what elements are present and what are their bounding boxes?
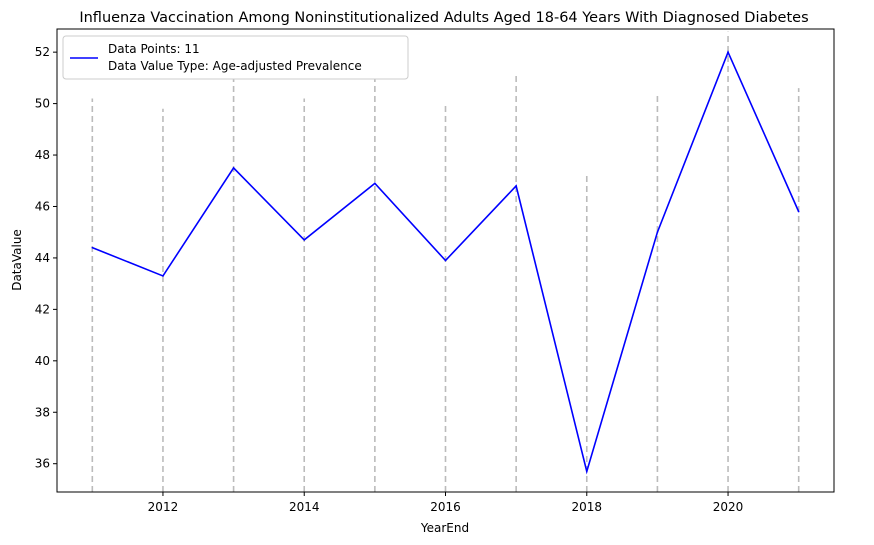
legend: Data Points: 11 Data Value Type: Age-adj… bbox=[62, 35, 409, 80]
data-point bbox=[515, 185, 517, 187]
y-tick-label: 40 bbox=[35, 354, 50, 368]
legend-entry-points: Data Points: 11 bbox=[108, 42, 200, 56]
data-point bbox=[232, 167, 235, 169]
y-axis-label: DataValue bbox=[10, 229, 24, 291]
data-point bbox=[444, 259, 447, 262]
error-bars bbox=[91, 31, 800, 492]
data-point bbox=[91, 246, 94, 249]
data-point bbox=[374, 182, 376, 185]
x-tick-label: 2018 bbox=[571, 500, 602, 514]
x-tick-label: 2014 bbox=[289, 500, 320, 514]
x-tick-label: 2020 bbox=[713, 500, 744, 514]
y-tick-label: 52 bbox=[35, 45, 50, 59]
series-group bbox=[91, 50, 800, 475]
y-tick-label: 46 bbox=[35, 199, 50, 213]
y-tick-label: 48 bbox=[35, 148, 50, 162]
x-tick-label: 2012 bbox=[148, 500, 179, 514]
legend-box bbox=[62, 35, 409, 80]
y-axis: 36 38 40 42 44 46 48 50 52 bbox=[35, 45, 57, 471]
y-tick-label: 42 bbox=[35, 302, 50, 316]
y-tick-label: 44 bbox=[35, 251, 50, 265]
data-point bbox=[797, 210, 800, 213]
data-point bbox=[727, 51, 729, 53]
data-point bbox=[585, 470, 588, 473]
legend-entry-value-type: Data Value Type: Age-adjusted Prevalence bbox=[108, 59, 362, 73]
y-tick-label: 36 bbox=[35, 457, 50, 471]
x-tick-label: 2016 bbox=[430, 500, 461, 514]
data-point bbox=[656, 231, 659, 234]
chart-title: Influenza Vaccination Among Noninstituti… bbox=[79, 10, 808, 26]
x-axis-label: YearEnd bbox=[420, 521, 469, 535]
x-axis: 2012 2014 2016 2018 2020 bbox=[148, 492, 744, 514]
data-point bbox=[303, 239, 306, 241]
y-tick-label: 38 bbox=[35, 405, 50, 419]
y-tick-label: 50 bbox=[35, 97, 50, 111]
data-point bbox=[162, 275, 164, 277]
